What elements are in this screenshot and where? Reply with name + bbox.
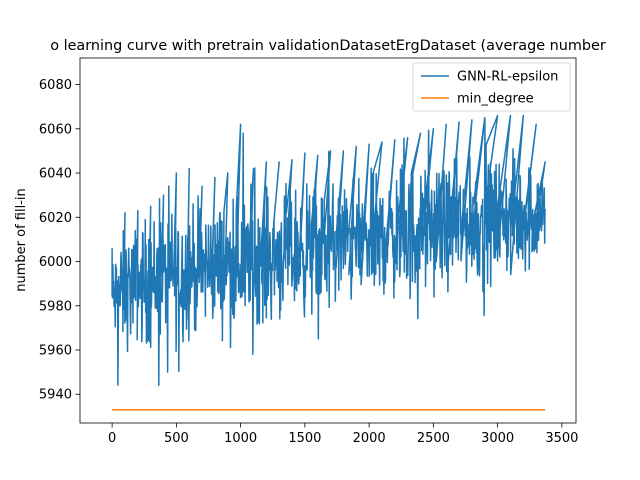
- y-tick-label: 6020: [39, 211, 72, 226]
- x-tick-label: 3500: [545, 431, 578, 446]
- x-tick-label: 1500: [288, 431, 321, 446]
- y-axis-label: number of fill-in: [14, 188, 29, 292]
- x-tick-label: 1000: [224, 431, 257, 446]
- y-tick-label: 6080: [39, 78, 72, 93]
- legend: GNN-RL-epsilon min_degree: [412, 62, 571, 112]
- x-tick-label: 2500: [417, 431, 450, 446]
- y-tick-label: 6040: [39, 167, 72, 182]
- axes: 0 500 1000 1500 2000 2500 3000 3500 5940 5960 5980…: [39, 57, 578, 446]
- x-tick-label: 2000: [353, 431, 386, 446]
- chart-title: o learning curve with pretrain validatio…: [50, 38, 606, 54]
- x-tick-label: 0: [108, 431, 116, 446]
- series-line-gnn-rl-epsilon: [111, 114, 546, 386]
- x-tick-label: 500: [164, 431, 189, 446]
- axes-frame: [79, 57, 577, 424]
- y-tick-label: 6000: [39, 255, 72, 270]
- legend-label: GNN-RL-epsilon: [457, 70, 558, 85]
- legend-label: min_degree: [457, 92, 534, 107]
- y-tick-label: 5980: [39, 299, 72, 314]
- y-tick-label: 6060: [39, 122, 72, 137]
- y-tick-label: 5940: [39, 388, 72, 403]
- legend-box: [412, 62, 571, 112]
- plot-area: [111, 114, 546, 411]
- x-tick-label: 3000: [481, 431, 514, 446]
- y-tick-label: 5960: [39, 344, 72, 359]
